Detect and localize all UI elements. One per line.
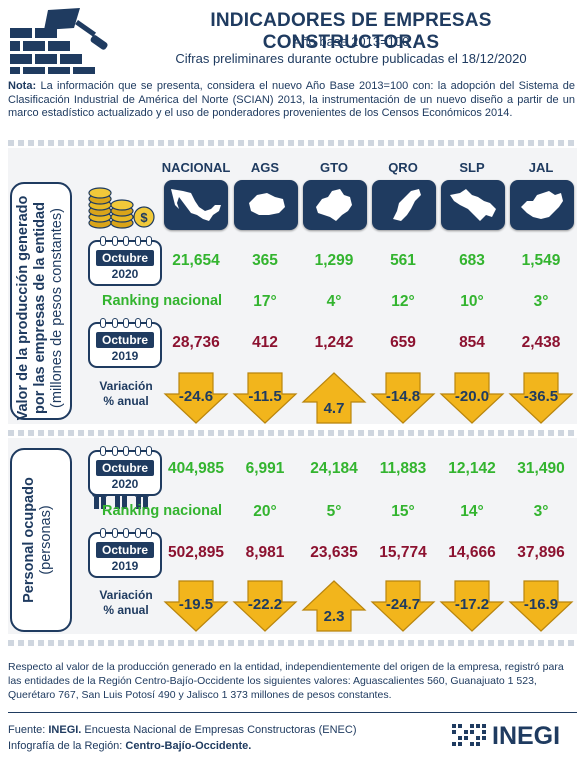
calendar-icon: Octubre 2020	[88, 446, 162, 496]
inegi-logo: INEGI	[452, 722, 572, 750]
employment-2020-slp: 12,142	[448, 460, 496, 477]
variation-arrow-down: -14.8	[370, 372, 436, 424]
column-header-slp: SLP	[459, 160, 485, 175]
variation-arrow-up: 4.7	[301, 372, 367, 424]
variation-label: Variación % anual	[99, 588, 153, 617]
employment-2020-ags: 6,991	[245, 460, 285, 477]
ranking-label: Ranking nacional	[102, 503, 223, 519]
employment-2019-qro: 15,774	[379, 544, 427, 561]
employment-rank-gto: 5°	[326, 503, 342, 520]
source-line: Fuente: INEGI. Encuesta Nacional de Empr…	[8, 724, 357, 736]
production-2020-qro: 561	[390, 252, 416, 269]
calendar-icon: Octubre 2019	[88, 528, 162, 578]
qro-map-icon	[372, 180, 436, 230]
column-header-nacional: NACIONAL	[161, 160, 231, 175]
mexico-map-icon	[164, 180, 228, 230]
brick-wall-trowel-icon	[10, 8, 108, 74]
employment-2019-nacional: 502,895	[167, 544, 225, 561]
production-rank-slp: 10°	[460, 293, 484, 310]
divider	[8, 712, 577, 713]
employment-2020-gto: 24,184	[310, 460, 358, 477]
production-2019-slp: 854	[459, 334, 485, 351]
employment-2019-jal: 37,896	[517, 544, 565, 561]
variation-arrow-down: -19.5	[163, 580, 229, 632]
variation-arrow-down: -22.2	[232, 580, 298, 632]
variation-arrow-down: -16.9	[508, 580, 574, 632]
production-2019-jal: 2,438	[521, 334, 561, 351]
coins-icon: $	[88, 187, 155, 229]
inegi-dots-icon	[452, 724, 486, 746]
production-2020-jal: 1,549	[521, 252, 561, 269]
production-2020-nacional: 21,654	[172, 252, 220, 269]
production-rank-gto: 4°	[326, 293, 342, 310]
inegi-logo-text: INEGI	[492, 722, 561, 750]
ags-map-icon	[234, 180, 298, 230]
methodology-note: Nota: La información que se presenta, co…	[8, 80, 575, 121]
variation-label: Variación % anual	[99, 379, 153, 408]
variation-arrow-down: -11.5	[232, 372, 298, 424]
production-2020-slp: 683	[459, 252, 485, 269]
production-2019-gto: 1,242	[314, 334, 354, 351]
column-header-gto: GTO	[320, 160, 348, 175]
jal-map-icon	[510, 180, 574, 230]
employment-2020-qro: 11,883	[379, 460, 427, 477]
gto-map-icon	[303, 180, 367, 230]
separator	[8, 640, 577, 646]
page-title: INDICADORES DE EMPRESAS CONSTRUCTORAS	[210, 10, 492, 53]
employment-rank-qro: 15°	[391, 503, 415, 520]
column-header-qro: QRO	[388, 160, 418, 175]
variation-arrow-up: 2.3	[301, 580, 367, 632]
variation-arrow-down: -24.6	[163, 372, 229, 424]
production-rank-jal: 3°	[533, 293, 549, 310]
calendar-icon: Octubre 2020	[88, 236, 162, 286]
page-subtitle: Cifras preliminares durante octubre publ…	[175, 51, 527, 66]
column-header-ags: AGS	[250, 160, 280, 175]
employment-2020-nacional: 404,985	[167, 460, 225, 477]
variation-arrow-down: -20.0	[439, 372, 505, 424]
employment-2019-ags: 8,981	[245, 544, 285, 561]
production-2020-gto: 1,299	[314, 252, 354, 269]
note-label: Nota:	[8, 80, 37, 92]
svg-text:$: $	[140, 210, 148, 225]
separator	[8, 140, 577, 146]
employment-2019-slp: 14,666	[448, 544, 496, 561]
production-2019-ags: 412	[252, 334, 278, 351]
variation-arrow-down: -36.5	[508, 372, 574, 424]
production-side-label: Valor de la producción generado por las …	[15, 195, 65, 421]
employment-2020-jal: 31,490	[517, 460, 565, 477]
slp-map-icon	[441, 180, 505, 230]
production-2020-ags: 365	[252, 252, 278, 269]
production-side-panel	[10, 182, 72, 420]
variation-arrow-down: -17.2	[439, 580, 505, 632]
employment-rank-ags: 20°	[253, 503, 277, 520]
production-rank-ags: 17°	[253, 293, 277, 310]
column-header-jal: JAL	[528, 160, 554, 175]
production-2019-nacional: 28,736	[172, 334, 220, 351]
calendar-icon: Octubre 2019	[88, 318, 162, 368]
infographic-credit: Infografía de la Región: Centro-Bajío-Oc…	[8, 740, 252, 752]
variation-arrow-down: -24.7	[370, 580, 436, 632]
separator	[8, 430, 577, 436]
footer-note: Respecto al valor de la producción gener…	[8, 661, 564, 701]
employment-side-label: Personal ocupado (personas)	[21, 477, 54, 603]
employment-2019-gto: 23,635	[310, 544, 358, 561]
employment-rank-jal: 3°	[533, 503, 549, 520]
base-year: Año base 2013=100	[292, 34, 410, 49]
ranking-label: Ranking nacional	[102, 293, 223, 309]
note-text: La información que se presenta, consider…	[8, 80, 575, 120]
production-2019-qro: 659	[390, 334, 416, 351]
employment-side-panel	[10, 448, 72, 632]
employment-rank-slp: 14°	[460, 503, 484, 520]
production-rank-qro: 12°	[391, 293, 415, 310]
